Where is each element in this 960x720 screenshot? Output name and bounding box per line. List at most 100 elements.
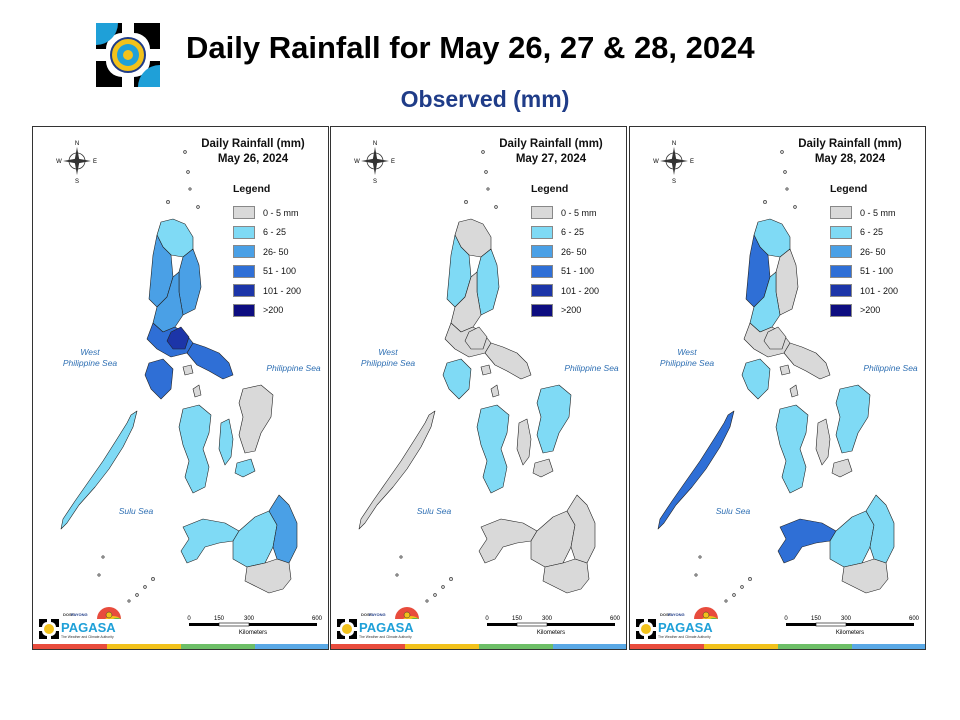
panel-heading: Daily Rainfall (mm) May 27, 2024 bbox=[486, 137, 616, 167]
svg-text:E: E bbox=[93, 159, 97, 165]
philippine-sea-label: Philippine Sea bbox=[564, 363, 619, 373]
panel-title: Daily Rainfall (mm) bbox=[499, 138, 603, 150]
rainfall-map-panel-1: N S W E bbox=[32, 126, 329, 650]
region-mindanao-e bbox=[865, 494, 895, 564]
region-core bbox=[166, 326, 190, 350]
legend-swatch bbox=[233, 264, 255, 278]
page-title: Daily Rainfall for May 26, 27 & 28, 2024 bbox=[186, 30, 755, 65]
svg-text:0: 0 bbox=[187, 616, 191, 622]
region-palawan bbox=[60, 410, 138, 530]
philippines-map: N S W E bbox=[354, 141, 596, 603]
svg-text:W: W bbox=[56, 159, 62, 165]
svg-text:S: S bbox=[75, 179, 79, 185]
legend-swatch bbox=[531, 206, 553, 220]
legend-swatch bbox=[233, 206, 255, 220]
svg-text:150: 150 bbox=[512, 616, 523, 622]
svg-text:150: 150 bbox=[214, 616, 225, 622]
philippine-sea-label: Philippine Sea bbox=[863, 363, 918, 373]
legend-swatch bbox=[531, 245, 553, 259]
legend-swatch bbox=[830, 284, 852, 298]
legend-swatch bbox=[233, 303, 255, 317]
legend-title: Legend bbox=[531, 183, 569, 195]
legend-title: Legend bbox=[830, 183, 868, 195]
legend-label: 6 - 25 bbox=[561, 227, 585, 238]
region-luzon-central bbox=[152, 271, 184, 333]
svg-text:300: 300 bbox=[841, 616, 852, 622]
legend-item: 0 - 5 mm bbox=[531, 203, 626, 223]
region-mindanao-e bbox=[268, 494, 298, 564]
svg-text:PAYONG: PAYONG bbox=[369, 612, 386, 617]
legend-item: >200 bbox=[233, 301, 328, 321]
legend: Legend 0 - 5 mm 6 - 25 26- 50 51 - 100 101 -… bbox=[531, 183, 626, 320]
legend-item: 101 - 200 bbox=[531, 281, 626, 301]
svg-text:W: W bbox=[653, 159, 659, 165]
region-core bbox=[763, 326, 787, 350]
svg-text:PAYONG: PAYONG bbox=[668, 612, 685, 617]
legend-swatch bbox=[830, 245, 852, 259]
svg-text:PAGASA: PAGASA bbox=[658, 620, 713, 635]
panel-heading: Daily Rainfall (mm) May 28, 2024 bbox=[785, 137, 915, 167]
svg-text:N: N bbox=[672, 141, 676, 147]
panel-title: Daily Rainfall (mm) bbox=[798, 138, 902, 150]
legend-label: 51 - 100 bbox=[860, 266, 894, 277]
region-visayas-e bbox=[238, 384, 274, 454]
panel-title: Daily Rainfall (mm) bbox=[201, 138, 305, 150]
region-luzon-ne bbox=[476, 248, 500, 316]
legend-label: 0 - 5 mm bbox=[561, 207, 597, 218]
svg-text:E: E bbox=[391, 159, 395, 165]
region-luzon-ne bbox=[178, 248, 202, 316]
legend-swatch bbox=[233, 284, 255, 298]
compass-icon: N S W E bbox=[653, 141, 694, 185]
legend-swatch bbox=[531, 284, 553, 298]
region-bicol bbox=[484, 342, 532, 380]
panel-date: May 26, 2024 bbox=[217, 153, 289, 165]
sulu-sea-label: Sulu Sea bbox=[715, 506, 751, 516]
legend-swatch bbox=[830, 264, 852, 278]
svg-text:The Weather and Climate Author: The Weather and Climate Authority bbox=[61, 635, 114, 639]
legend-item: >200 bbox=[830, 301, 925, 321]
compass-icon: N S W E bbox=[354, 141, 395, 185]
region-visayas-e bbox=[835, 384, 871, 454]
legend-label: 6 - 25 bbox=[263, 227, 287, 238]
legend-item: 6 - 25 bbox=[830, 223, 925, 243]
legend-item: 101 - 200 bbox=[233, 281, 328, 301]
region-mindanao-c bbox=[530, 510, 576, 568]
pagasa-logo: DOST PAYONG PAGASA The Weather and Clima… bbox=[39, 607, 121, 639]
legend-item: 101 - 200 bbox=[830, 281, 925, 301]
legend-item: 0 - 5 mm bbox=[233, 203, 328, 223]
scale-bar: 0 150 300 600 Kilometers bbox=[485, 616, 620, 636]
svg-text:The Weather and Climate Author: The Weather and Climate Authority bbox=[359, 635, 412, 639]
panel-heading: Daily Rainfall (mm) May 26, 2024 bbox=[188, 137, 318, 167]
region-mindanao-c bbox=[232, 510, 278, 568]
svg-text:DOST: DOST bbox=[660, 612, 672, 617]
west-philippine-sea-label: West Philippine Sea bbox=[360, 347, 416, 368]
legend-item: 26- 50 bbox=[233, 242, 328, 262]
svg-text:W: W bbox=[354, 159, 360, 165]
legend-item: 51 - 100 bbox=[531, 262, 626, 282]
svg-text:S: S bbox=[672, 179, 676, 185]
svg-text:Kilometers: Kilometers bbox=[836, 630, 864, 636]
region-visayas-w bbox=[476, 404, 510, 494]
legend-label: 0 - 5 mm bbox=[860, 207, 896, 218]
pagasa-logo: DOST PAYONG PAGASA The Weather and Clima… bbox=[636, 607, 718, 639]
region-mindanao-c bbox=[829, 510, 875, 568]
svg-text:S: S bbox=[373, 179, 377, 185]
legend-swatch bbox=[233, 225, 255, 239]
legend-item: 26- 50 bbox=[531, 242, 626, 262]
region-visayas-w bbox=[178, 404, 212, 494]
region-bicol bbox=[783, 342, 831, 380]
legend-label: 51 - 100 bbox=[263, 266, 297, 277]
svg-text:N: N bbox=[373, 141, 377, 147]
legend-label: 6 - 25 bbox=[860, 227, 884, 238]
svg-text:DOST: DOST bbox=[63, 612, 75, 617]
svg-text:The Weather and Climate Author: The Weather and Climate Authority bbox=[658, 635, 711, 639]
legend-label: 101 - 200 bbox=[263, 285, 302, 296]
legend-swatch bbox=[830, 303, 852, 317]
sulu-sea-label: Sulu Sea bbox=[118, 506, 154, 516]
philippines-map: N S W E bbox=[56, 141, 298, 603]
legend-item: 51 - 100 bbox=[233, 262, 328, 282]
region-bicol bbox=[186, 342, 234, 380]
legend-item: 6 - 25 bbox=[531, 223, 626, 243]
legend-label: 26- 50 bbox=[860, 246, 886, 257]
region-visayas-c bbox=[218, 418, 234, 466]
